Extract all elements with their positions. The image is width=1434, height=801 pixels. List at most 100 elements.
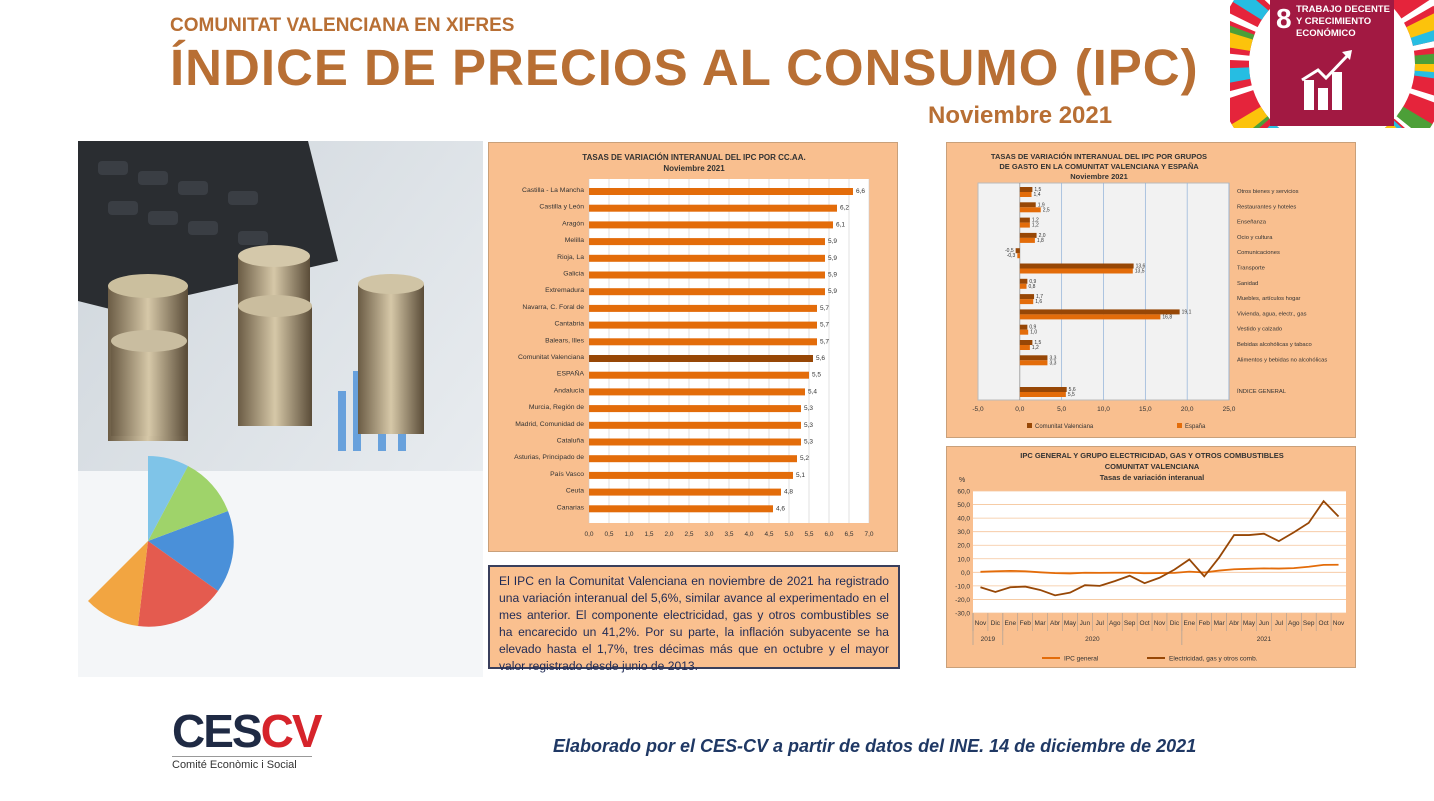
chart-electricidad: IPC GENERAL Y GRUPO ELECTRICIDAD, GAS Y … [946,446,1356,668]
data-label: 1,5 [1034,340,1041,346]
x-tick-label: May [1243,620,1256,627]
data-label: 13,5 [1135,269,1145,275]
data-label: 2,0 [1039,233,1046,239]
x-tick-label: 4,5 [764,531,773,538]
x-tick-label: 6,5 [844,531,853,538]
bar [589,388,805,396]
cescv-logo: CESCV Comité Econòmic i Social [172,705,322,771]
x-tick-label: Nov [1154,620,1166,627]
category-label: Vivienda, agua, electr., gas [1237,311,1307,317]
category-label: Castilla y León [539,204,584,211]
data-label: 5,6 [1069,387,1076,393]
data-label: 5,9 [828,255,837,262]
chart-title: TASAS DE VARIACIÓN INTERANUAL DEL IPC PO… [991,152,1207,161]
data-label: 5,5 [1068,392,1075,398]
category-label: Muebles, artículos hogar [1237,296,1301,302]
data-label: 3,3 [1049,360,1056,366]
data-label: 5,3 [804,422,813,429]
x-tick-label: 10,0 [1097,406,1110,413]
x-tick-label: 7,0 [864,531,873,538]
x-tick-label: Mar [1214,620,1226,627]
category-label: Vestido y calzado [1237,327,1282,333]
y-tick-label: -10,0 [955,583,970,590]
chart-subtitle: Noviembre 2021 [1070,172,1128,181]
y-tick-label: 60,0 [957,489,970,496]
x-tick-label: Feb [1020,620,1032,627]
data-label: 5,9 [828,288,837,295]
x-tick-label: Mar [1035,620,1047,627]
data-label: 1,2 [1032,345,1039,351]
data-label: 1,5 [1034,187,1041,193]
legend-label: IPC general [1064,656,1099,663]
category-label: Transporte [1237,266,1265,272]
chart-ccaa: TASAS DE VARIACIÓN INTERANUAL DEL IPC PO… [488,142,898,552]
x-tick-label: 1,5 [644,531,653,538]
data-label: 3,3 [1049,355,1056,361]
category-label: Otros bienes y servicios [1237,189,1299,195]
series-line [980,563,1339,575]
y-tick-label: 20,0 [957,543,970,550]
category-label: Canarias [557,504,585,511]
x-tick-label: 20,0 [1181,406,1194,413]
chart-title-line2: DE GASTO EN LA COMUNITAT VALENCIANA Y ES… [999,162,1199,171]
data-label: 5,7 [820,338,829,345]
x-tick-label: Ene [1005,620,1017,627]
bar-espana [1019,222,1030,228]
bar-espana [1019,360,1048,366]
data-label: 5,9 [828,238,837,245]
logo-subtitle: Comité Econòmic i Social [172,756,312,771]
data-label: 19,1 [1182,309,1192,315]
category-label: Enseñanza [1237,220,1267,226]
data-label: 5,2 [800,455,809,462]
chart-subtitle: Noviembre 2021 [663,164,725,173]
bar-cv [1019,294,1035,300]
data-label: 0,9 [1029,325,1036,331]
x-tick-label: Jun [1259,620,1270,627]
data-label: 1,9 [1038,202,1045,208]
data-label: 6,6 [856,188,865,195]
data-label: 5,6 [816,355,825,362]
bar-espana [1019,283,1027,289]
category-label: Navarra, C. Foral de [522,304,584,311]
data-label: 5,9 [828,272,837,279]
bar-espana [1019,192,1032,197]
data-label: 1,6 [1035,299,1042,305]
bar-cv [1019,309,1180,315]
category-label: ESPAÑA [557,369,585,378]
category-label: Extremadura [545,287,584,294]
data-label: 1,2 [1032,223,1039,229]
data-label: 5,1 [796,472,805,479]
bar [589,455,797,463]
x-tick-label: -5,0 [972,406,984,413]
y-tick-label: -20,0 [955,597,970,604]
x-tick-label: 5,0 [1057,406,1066,413]
category-label: Bebidas alcohólicas y tabaco [1237,342,1312,348]
summary-note: El IPC en la Comunitat Valenciana en nov… [488,565,900,673]
data-label: 1,8 [1037,238,1044,244]
bar-espana [1019,237,1035,243]
data-label: -0,3 [1007,253,1016,259]
y-tick-label: 10,0 [957,556,970,563]
bar-cv [1019,340,1033,345]
chart-title: IPC GENERAL Y GRUPO ELECTRICIDAD, GAS Y … [1020,451,1284,460]
bar-espana [1019,392,1066,397]
legend-label: Electricidad, gas y otros comb. [1169,656,1258,663]
x-tick-label: Oct [1140,620,1150,627]
x-tick-label: 0,0 [584,531,593,538]
year-label: 2021 [1257,636,1272,643]
bar-cv [1019,202,1036,208]
y-tick-label: -30,0 [955,611,970,618]
y-axis-label: % [959,477,965,484]
x-tick-label: Ago [1109,620,1121,627]
data-label: 13,6 [1136,264,1146,270]
x-tick-label: Oct [1319,620,1329,627]
x-tick-label: Dic [1170,620,1180,627]
x-tick-label: 5,0 [784,531,793,538]
category-label: Asturias, Principado de [514,454,584,461]
bar-cv [1019,324,1028,330]
data-label: 5,7 [820,322,829,329]
data-label: 2,5 [1043,207,1050,213]
data-label: 1,7 [1036,294,1043,300]
category-label: Ceuta [566,488,584,495]
bar-espana [1019,345,1030,350]
